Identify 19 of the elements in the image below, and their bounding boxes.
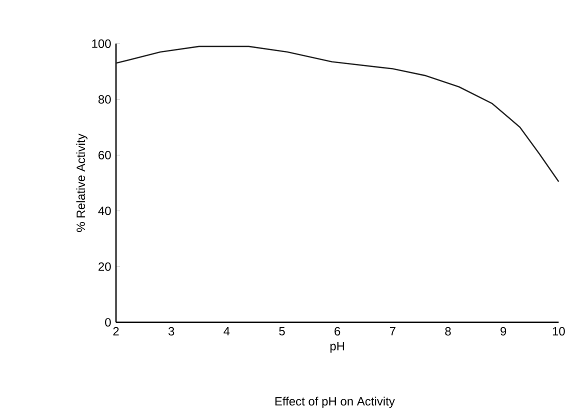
x-tick-label: 10 xyxy=(552,327,565,336)
x-tick-label: 2 xyxy=(113,327,119,336)
y-tick-label: 0 xyxy=(105,318,111,327)
x-tick-label: 3 xyxy=(168,327,174,336)
y-tick-label: 20 xyxy=(98,262,111,271)
x-tick-label: 5 xyxy=(279,327,285,336)
x-tick-label: 4 xyxy=(224,327,230,336)
x-tick-label: 8 xyxy=(445,327,451,336)
y-tick-label: 100 xyxy=(92,39,111,48)
text: Effect of pH on Activity xyxy=(275,396,395,408)
y-axis-title: % Relative Activity xyxy=(76,134,88,232)
x-tick-label: 7 xyxy=(390,327,396,336)
y-tick-label: 80 xyxy=(98,95,111,104)
line-series xyxy=(115,46,560,182)
x-tick-label: 9 xyxy=(500,327,506,336)
y-tick-label: 40 xyxy=(98,206,111,216)
x-axis-title: pH xyxy=(330,342,344,353)
x-tick-label: 6 xyxy=(334,327,340,336)
y-tick-label: 60 xyxy=(98,150,111,160)
